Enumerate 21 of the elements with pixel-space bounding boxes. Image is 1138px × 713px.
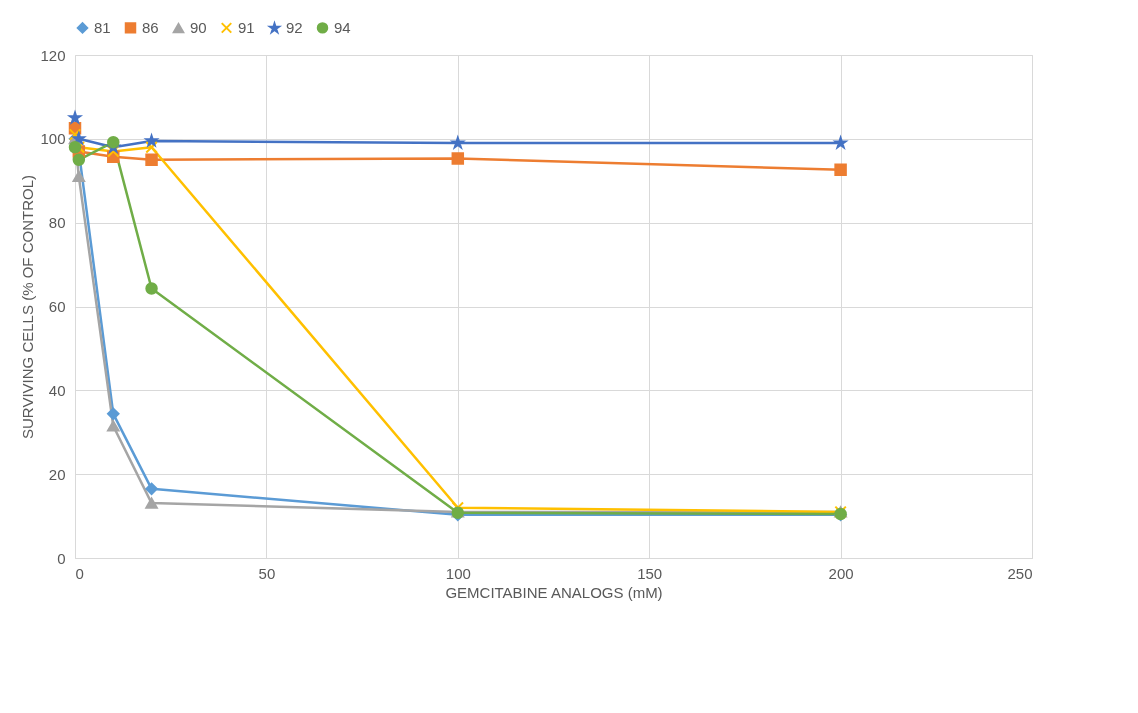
x-tick-label: 0 bbox=[75, 564, 84, 582]
x-tick-label: 150 bbox=[637, 564, 663, 582]
legend-label: 81 bbox=[94, 18, 111, 36]
y-tick-label: 100 bbox=[40, 130, 66, 148]
y-tick-label: 40 bbox=[48, 381, 66, 399]
legend-label: 90 bbox=[190, 19, 207, 37]
y-tick-label: 20 bbox=[48, 465, 66, 483]
y-axis-title: SURVIVING CELLS (% OF CONTROL) bbox=[19, 175, 37, 439]
legend-label: 91 bbox=[238, 18, 255, 36]
x-axis-title: GEMCITABINE ANALOGS (mM) bbox=[445, 583, 663, 601]
x-tick-label: 50 bbox=[258, 564, 276, 582]
x-tick-label: 100 bbox=[445, 564, 471, 582]
x-tick-label: 250 bbox=[1007, 564, 1033, 582]
legend-label: 92 bbox=[286, 19, 303, 37]
y-tick-label: 120 bbox=[40, 46, 66, 64]
x-tick-label: 200 bbox=[828, 564, 854, 582]
legend-label: 94 bbox=[334, 18, 351, 36]
legend-label: 86 bbox=[142, 18, 159, 36]
y-tick-label: 60 bbox=[48, 298, 66, 315]
y-tick-label: 80 bbox=[48, 214, 66, 232]
y-tick-label: 0 bbox=[57, 549, 66, 567]
